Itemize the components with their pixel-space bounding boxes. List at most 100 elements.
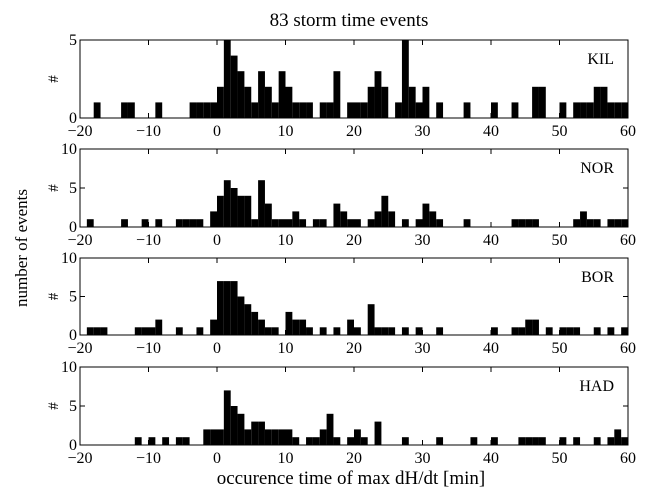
x-tick-label: −20 [67, 232, 92, 249]
y-tick-label: 5 [69, 289, 77, 306]
x-tick-label: 50 [552, 123, 568, 140]
bar-kil [285, 86, 293, 118]
bar-nor [86, 219, 94, 227]
bar-had [312, 437, 320, 445]
bar-had [306, 437, 313, 445]
bar-had [134, 437, 142, 445]
bar-nor [511, 219, 519, 227]
bar-bor [100, 327, 108, 335]
bar-bor [306, 327, 313, 335]
y-tick-label: 10 [61, 359, 77, 376]
bar-kil [401, 40, 409, 118]
bar-had [374, 421, 382, 445]
bar-bor [593, 327, 601, 335]
bar-bor [217, 281, 224, 335]
bar-had [203, 429, 211, 445]
x-tick-label: 10 [278, 340, 294, 357]
bar-kil [189, 102, 197, 118]
bar-bor [374, 327, 382, 335]
bar-had [210, 429, 217, 445]
x-tick-label: 10 [278, 450, 294, 467]
y-tick-label: 0 [69, 110, 77, 127]
x-tick-label: 30 [415, 123, 431, 140]
bar-had [251, 421, 259, 445]
bar-kil [607, 102, 615, 118]
bar-kil [333, 71, 341, 118]
bar-kil [264, 86, 272, 118]
bar-bor [175, 327, 183, 335]
bar-had [326, 413, 334, 445]
bar-had [278, 429, 286, 445]
y-tick-label: 5 [69, 398, 77, 415]
bar-had [573, 437, 581, 445]
bar-kil [415, 102, 423, 118]
bar-nor [230, 188, 238, 227]
station-label-nor: NOR [580, 160, 614, 177]
x-tick-label: 30 [415, 340, 431, 357]
bar-kil [600, 86, 608, 118]
bar-bor [518, 327, 526, 335]
x-tick-label: −10 [136, 232, 161, 249]
bar-nor [278, 219, 286, 227]
bar-nor [401, 219, 409, 227]
bar-kil [360, 102, 368, 118]
bar-kil [203, 102, 211, 118]
bar-had [607, 437, 615, 445]
bar-kil [244, 86, 252, 118]
bar-nor [429, 211, 437, 227]
bar-kil [210, 102, 217, 118]
x-tick-label: 20 [346, 123, 362, 140]
bar-kil [422, 86, 430, 118]
bar-nor [285, 219, 293, 227]
bar-had [175, 437, 183, 445]
bar-had [148, 437, 156, 445]
bar-nor [388, 211, 396, 227]
bar-nor [347, 219, 354, 227]
bar-bor [244, 304, 252, 335]
y-tick-label: 5 [69, 180, 77, 197]
bar-nor [299, 219, 307, 227]
bar-nor [217, 195, 224, 227]
bar-nor [121, 219, 128, 227]
bar-had [285, 429, 293, 445]
x-tick-label: 60 [620, 450, 636, 467]
bar-kil [573, 102, 581, 118]
bar-kil [217, 86, 224, 118]
bar-had [401, 437, 409, 445]
figure-xlabel: occurence time of max dH/dt [min] [217, 468, 486, 489]
figure-ylabel: number of events [12, 189, 31, 307]
bar-had [244, 429, 252, 445]
bar-nor [155, 219, 163, 227]
panel-ylabel-kil: # [46, 75, 62, 83]
x-tick-label: 50 [552, 232, 568, 249]
station-label-kil: KIL [587, 51, 614, 68]
bar-bor [223, 281, 231, 335]
bar-nor [210, 211, 217, 227]
bar-bor [237, 296, 245, 335]
x-tick-label: 40 [483, 340, 499, 357]
bar-kil [258, 71, 265, 118]
bar-nor [422, 203, 430, 227]
bar-nor [182, 219, 190, 227]
bar-nor [333, 203, 341, 227]
bar-kil [381, 86, 389, 118]
bar-bor [155, 319, 163, 335]
x-tick-label: 40 [483, 232, 499, 249]
panel-ylabel-bor: # [46, 292, 62, 300]
bar-nor [607, 219, 615, 227]
bar-kil [319, 102, 327, 118]
bar-nor [292, 211, 300, 227]
bar-bor [86, 327, 94, 335]
bar-nor [175, 219, 183, 227]
bar-kil [121, 102, 128, 118]
bar-bor [436, 327, 444, 335]
bar-nor [525, 219, 533, 227]
x-tick-label: 0 [213, 340, 221, 357]
bar-had [223, 390, 231, 445]
bar-bor [525, 319, 533, 335]
x-tick-label: 60 [620, 232, 636, 249]
bar-had [271, 429, 279, 445]
bar-kil [93, 102, 101, 118]
bar-kil [155, 102, 163, 118]
bar-bor [319, 327, 327, 335]
